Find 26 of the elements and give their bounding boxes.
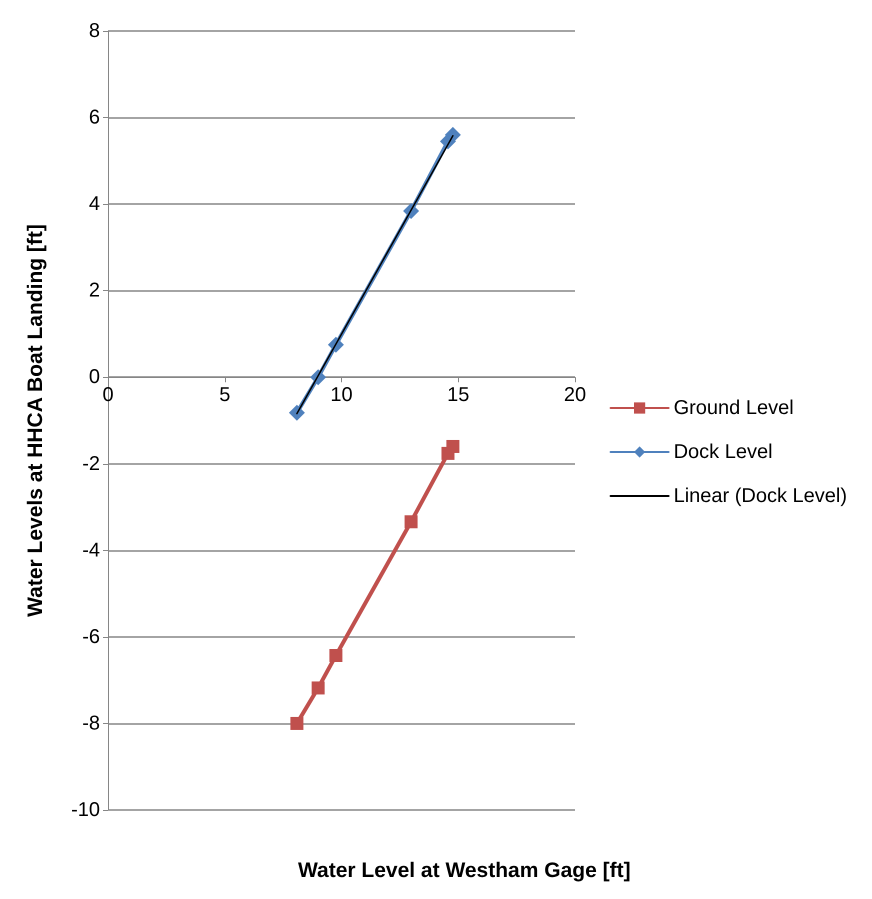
y-axis-title: Water Levels at HHCA Boat Landing [ft] bbox=[24, 224, 47, 617]
legend-label: Ground Level bbox=[674, 397, 794, 419]
point bbox=[404, 515, 418, 528]
y-tick-label: -8 bbox=[82, 712, 100, 734]
x-tick-label: 10 bbox=[330, 384, 353, 406]
x-tick-label: 15 bbox=[447, 384, 470, 406]
legend-label: Linear (Dock Level) bbox=[674, 485, 848, 507]
y-tick-label: 4 bbox=[88, 193, 100, 216]
point bbox=[288, 404, 305, 421]
point bbox=[446, 440, 460, 453]
y-tick-label: -2 bbox=[82, 452, 100, 475]
y-tick-label: 8 bbox=[88, 20, 100, 42]
y-tick-label: 6 bbox=[88, 106, 100, 129]
x-tick-label: 20 bbox=[564, 384, 586, 406]
y-tick-label: -4 bbox=[82, 539, 100, 562]
y-tick-label: 2 bbox=[88, 280, 100, 302]
y-tick-label: -6 bbox=[82, 626, 100, 648]
y-tick-label: -10 bbox=[71, 799, 100, 821]
x-axis-title: Water Level at Westham Gage [ft] bbox=[298, 859, 631, 882]
x-tick-label: 5 bbox=[219, 384, 230, 406]
point bbox=[444, 126, 461, 143]
y-tick-label: 0 bbox=[88, 366, 100, 388]
point bbox=[312, 681, 325, 694]
point bbox=[290, 716, 304, 730]
legend-label: Dock Level bbox=[674, 441, 773, 463]
point bbox=[329, 649, 342, 662]
